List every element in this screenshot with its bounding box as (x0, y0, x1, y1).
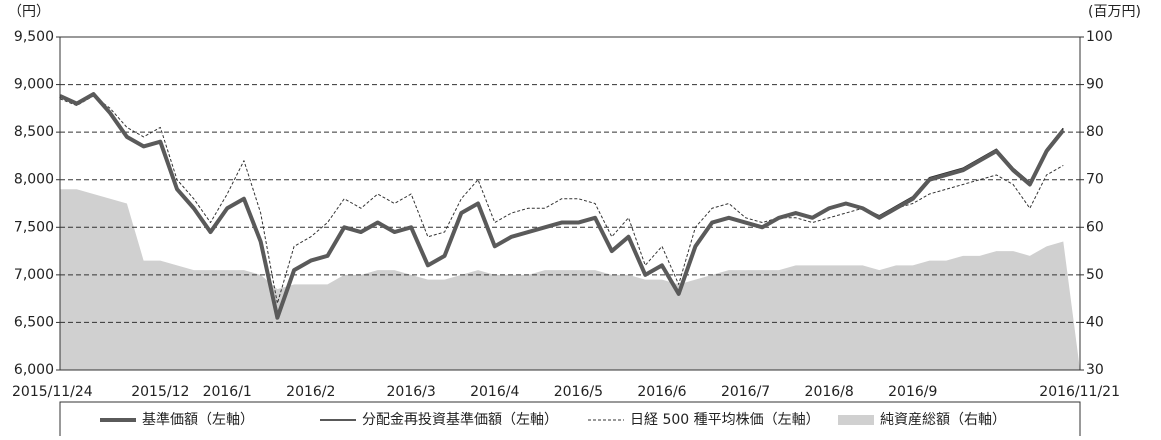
legend-label: 純資産総額（右軸） (880, 412, 1006, 428)
x-tick-label: 2016/9 (888, 384, 937, 400)
y-axis-label: （円） (8, 4, 50, 20)
legend-swatch (838, 415, 874, 425)
legend-label: 分配金再投資基準価額（左軸） (362, 411, 558, 428)
plot-frame (59, 36, 1081, 371)
y-tick-label: 7,500 (14, 219, 54, 235)
legend-label: 基準価額（左軸） (142, 411, 254, 428)
x-tick-label: 2016/2 (286, 384, 335, 400)
x-tick-label: 2016/5 (554, 384, 603, 400)
y-tick-label: 8,500 (14, 124, 54, 140)
line (59, 92, 1065, 320)
y2-tick-label: 30 (1086, 362, 1104, 378)
x-tick-label: 2016/8 (805, 384, 854, 400)
x-tick-label: 2016/1 (203, 384, 252, 400)
x-tick-label: 2015/11/24 (12, 384, 93, 400)
x-tick-label: 2016/4 (470, 384, 519, 400)
x-tick-label: 2016/11/21 (1039, 384, 1120, 400)
y-tick-label: 6,000 (14, 362, 54, 378)
x-tick-label: 2016/3 (387, 384, 436, 400)
y2-tick-label: 60 (1086, 219, 1104, 235)
x-tick-label: 2015/12 (131, 384, 189, 400)
y2-tick-label: 80 (1086, 124, 1104, 140)
y2-tick-label: 90 (1086, 77, 1104, 93)
x-tick-label: 2016/6 (637, 384, 686, 400)
legend-frame (59, 401, 1081, 436)
y-tick-label: 6,500 (14, 314, 54, 330)
y2-tick-label: 40 (1086, 314, 1104, 330)
y-tick-label: 8,000 (14, 172, 54, 188)
y-tick-label: 9,500 (14, 29, 54, 45)
y2-axis-label: (百万円) (1088, 4, 1141, 20)
y-tick-label: 9,000 (14, 77, 54, 93)
x-tick-label: 2016/7 (721, 384, 770, 400)
legend-label: 日経 500 種平均株価（左軸） (630, 412, 820, 428)
area (60, 189, 1080, 370)
y2-tick-label: 100 (1086, 29, 1113, 45)
y2-tick-label: 70 (1086, 172, 1104, 188)
y2-tick-label: 50 (1086, 267, 1104, 283)
y-tick-label: 7,000 (14, 267, 54, 283)
